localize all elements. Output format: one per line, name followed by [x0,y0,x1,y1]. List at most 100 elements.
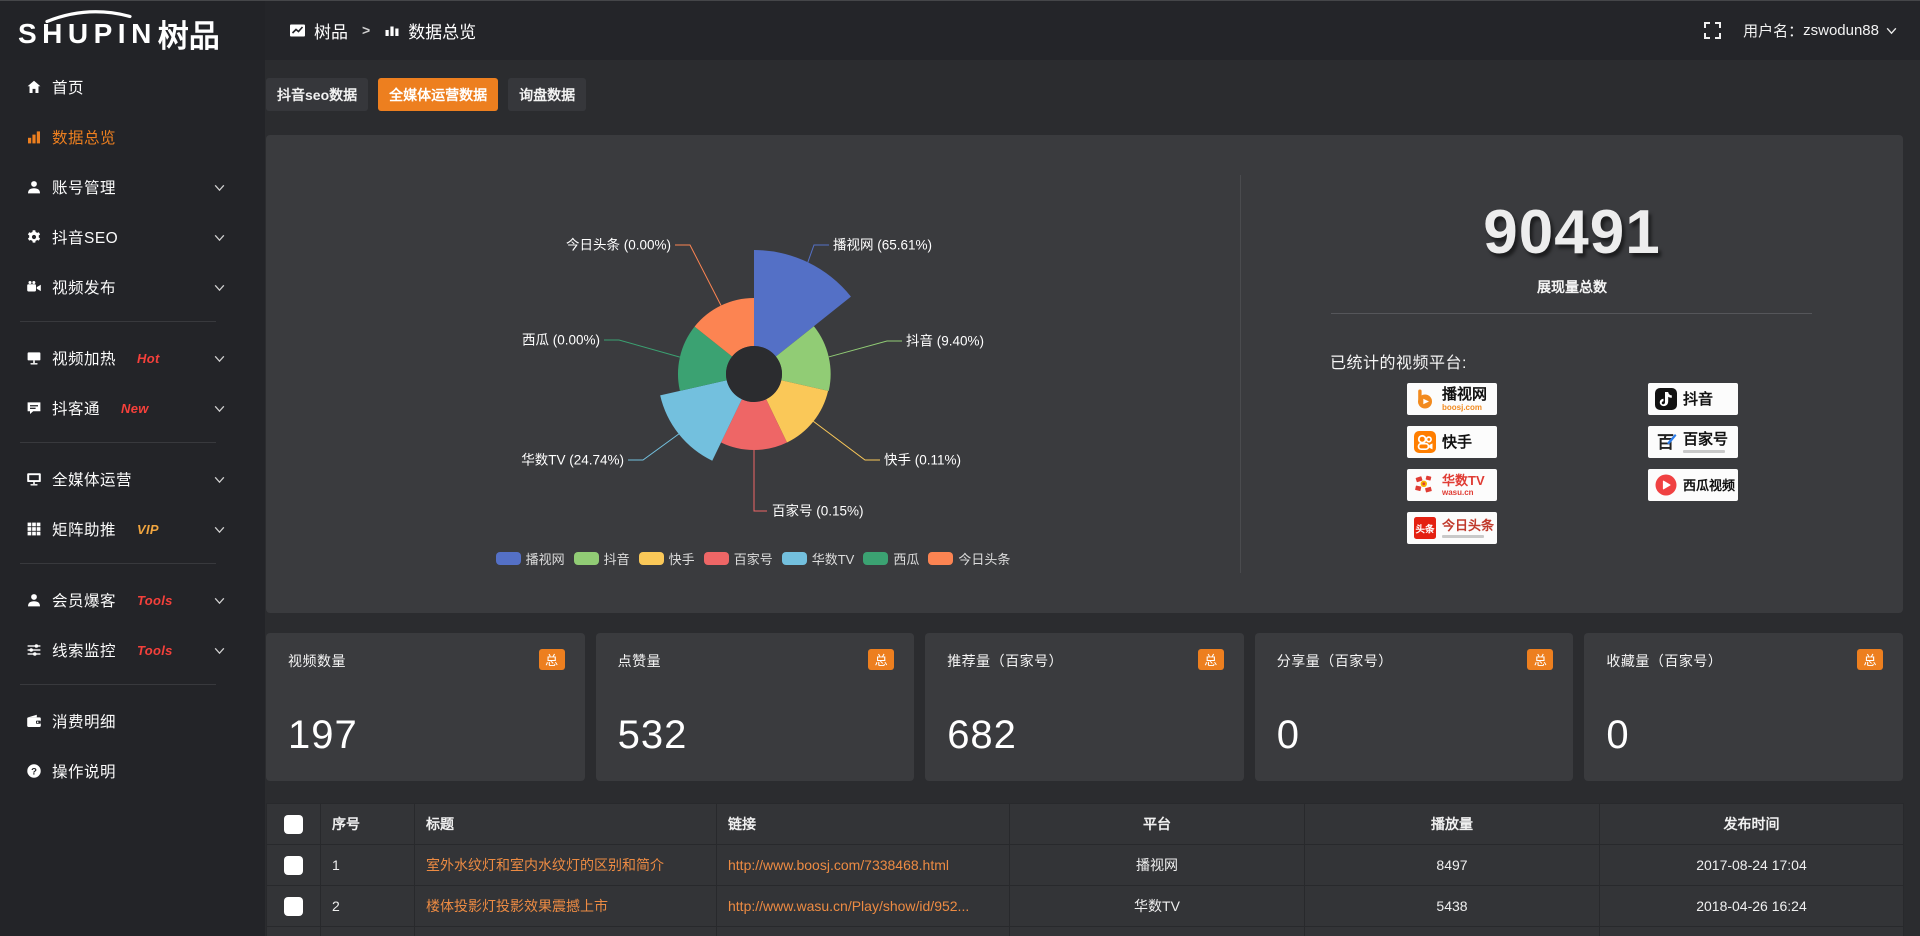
stat-card-total-badge[interactable]: 总 [1856,649,1883,670]
platform-badge-name: 今日头条 [1442,517,1495,533]
legend-item-西瓜[interactable]: 西瓜 [863,549,919,568]
grid-icon [26,521,42,538]
sidebar-item-video-heat[interactable]: 视频加热 Hot [0,333,265,383]
rose-sector-今日头条[interactable] [694,298,754,357]
stat-card-total-badge[interactable]: 总 [1197,649,1224,670]
chevron-down-icon [213,231,226,249]
stat-card-total-badge[interactable]: 总 [538,649,565,670]
legend-item-快手[interactable]: 快手 [638,549,695,568]
stat-card-total-badge[interactable]: 总 [868,649,895,670]
top-highlight-line [0,0,1920,1]
sidebar-item-video-publish[interactable]: 视频发布 [0,262,265,312]
sidebar-item-label: 抖音SEO [52,230,119,247]
stat-card-title: 分享量（百家号） [1276,653,1393,669]
table-row-2: 2 楼体投影灯投影效果震撼上市 http://www.wasu.cn/Play/sh… [266,885,1904,927]
row-checkbox[interactable] [284,855,303,875]
rose-sector-播视网[interactable] [754,250,851,357]
legend-label: 华数TV [811,552,855,567]
rose-sector-百家号[interactable] [721,399,787,450]
sidebar-item-account-management[interactable]: 账号管理 [0,162,265,212]
rose-inner-hole [726,346,782,402]
breadcrumb-current[interactable]: 数据总览 [408,22,477,42]
xigua-logo-icon [1654,473,1678,497]
chat-icon [26,400,42,417]
chart-panel: 播视网 (65.61%) 抖音 (9.40%) 快手 (0.11%) 百家号 (0.1… [266,135,1903,613]
video-camera-icon [26,279,42,296]
kuaishou-logo-icon [1413,430,1437,454]
stat-card-value: 0 [1606,713,1630,757]
sidebar-item-label: 抖客通 [52,401,101,418]
legend-item-抖音[interactable]: 抖音 [573,549,630,568]
legend-swatch [573,552,599,565]
monitor-icon [26,471,42,488]
sidebar-menu: 首页 数据总览 账号管理 抖音SEO 视频发布 视频加热 Hot 抖客通 New 全媒体运营 矩阵助… [0,60,265,796]
cell-no: 2 [320,885,415,927]
stat-card-title: 推荐量（百家号） [947,653,1064,669]
rose-label-快手: 快手 (0.11%) [884,453,961,468]
stat-cards: 视频数量总 197 点赞量总 532 推荐量（百家号）总 682 分享量（百家号）总 0 收藏量… [266,633,1903,781]
platform-badge-boosj: 播视网 boosj.com [1407,383,1497,415]
stat-card-total-badge[interactable]: 总 [1527,649,1554,670]
stat-card-value: 532 [617,713,688,757]
row-checkbox[interactable] [284,896,303,916]
stat-card-title: 收藏量（百家号） [1606,653,1723,669]
sidebar-item-clue-monitor[interactable]: 线索监控 Tools [0,625,265,675]
tabs: 抖音seo数据 全媒体运营数据 询盘数据 [266,78,1903,111]
sidebar-item-label: 矩阵助推 [52,522,117,539]
table-header-2: 链接 [716,803,1010,845]
tab-0[interactable]: 抖音seo数据 [266,78,369,111]
sidebar-item-data-overview[interactable]: 数据总览 [0,112,265,162]
summary-divider [1331,313,1812,314]
sidebar-item-home[interactable]: 首页 [0,62,265,112]
rose-sector-西瓜[interactable] [678,326,733,391]
logo[interactable]: SHUPIN 树品 [0,0,265,60]
table-header-4: 播放量 [1304,803,1600,845]
table-header-row: 序号 标题 链接 平台 播放量 发布时间 [266,803,1904,845]
stat-card-value: 197 [288,713,358,757]
breadcrumb: 树品 > 数据总览 [289,18,476,43]
username-value: zswodun88 [1803,21,1879,39]
chevron-down-icon [213,644,226,662]
cell-link[interactable]: http://www.wasu.cn/Play/show/id/952... [716,885,1010,927]
sidebar-divider [20,442,216,443]
platform-badges-col1: 播视网 boosj.com 快手 华数TV wasu.cn 头条 今日头条 [1407,383,1497,544]
rose-sector-快手[interactable] [766,380,829,443]
breadcrumb-separator: > [362,22,371,38]
rose-sector-抖音[interactable] [775,326,831,392]
fullscreen-icon[interactable] [1703,21,1722,40]
sidebar-item-douyin-seo[interactable]: 抖音SEO [0,212,265,262]
sidebar-item-label: 视频发布 [52,280,117,297]
chart-legend: 播视网 抖音 快手 百家号 华数TV 西瓜 今日头条 [266,549,1240,568]
rose-sector-华数TV[interactable] [660,380,742,461]
cell-link[interactable]: http://www.boosj.com/7338468.html [716,844,1010,886]
rose-label-播视网: 播视网 (65.61%) [833,238,932,253]
user-menu[interactable]: 用户名： zswodun88 [1743,20,1898,41]
bar-chart-icon [26,129,42,146]
legend-item-百家号[interactable]: 百家号 [703,549,773,568]
table-row-partial [266,926,1904,936]
legend-item-今日头条[interactable]: 今日头条 [928,549,1010,568]
legend-item-播视网[interactable]: 播视网 [495,549,565,568]
sidebar-item-media-operation[interactable]: 全媒体运营 [0,454,265,504]
chevron-down-icon [213,402,226,420]
summary-panel: 90491 展现量总数 已统计的视频平台: 播视网 boosj.com 快手 华数TV… [1241,135,1903,613]
select-all-checkbox[interactable] [284,814,303,834]
sidebar-item-label: 操作说明 [52,764,117,781]
content: 抖音seo数据 全媒体运营数据 询盘数据 播视网 (65.61%) 抖音 (9.40%… [265,60,1920,936]
svg-text:?: ? [31,766,37,777]
cell-title[interactable]: 室外水纹灯和室内水纹灯的区别和简介 [414,844,717,886]
sidebar-item-expense-detail[interactable]: 消费明细 [0,696,265,746]
tab-1[interactable]: 全媒体运营数据 [378,78,499,111]
sidebar-item-member-burst[interactable]: 会员爆客 Tools [0,575,265,625]
legend-item-华数TV[interactable]: 华数TV [781,549,855,568]
sidebar-item-matrix-boost[interactable]: 矩阵助推 VIP [0,504,265,554]
sidebar-item-help[interactable]: ? 操作说明 [0,746,265,796]
table-select-all-cell [266,803,321,845]
breadcrumb-home[interactable]: 树品 [314,22,348,42]
sidebar-item-douketong[interactable]: 抖客通 New [0,383,265,433]
cell-title[interactable]: 楼体投影灯投影效果震撼上市 [414,885,717,927]
tab-2[interactable]: 询盘数据 [508,78,587,111]
stat-card-title: 视频数量 [288,653,346,669]
user-icon [26,592,42,609]
legend-swatch [781,552,807,565]
